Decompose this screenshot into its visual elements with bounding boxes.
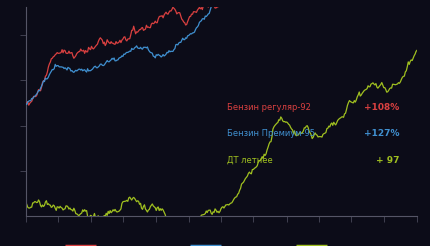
Text: + 97: + 97 [376,155,399,165]
Text: +127%: +127% [364,129,399,138]
Text: Бензин регуляр-92: Бензин регуляр-92 [227,103,311,112]
Text: Бензин Премиум-95: Бензин Премиум-95 [227,129,315,138]
Text: +108%: +108% [364,103,399,112]
Text: ДТ летнее: ДТ летнее [227,155,273,165]
